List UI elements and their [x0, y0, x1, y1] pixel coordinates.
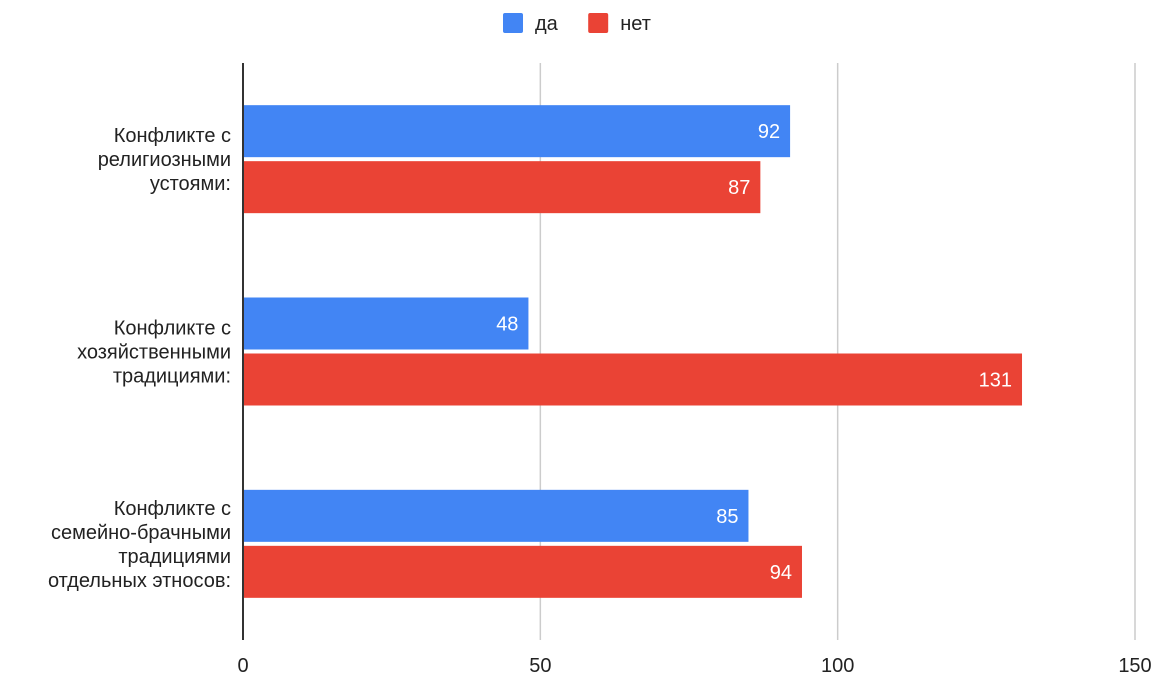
x-tick-label-100: 100	[821, 655, 854, 675]
data-label-нет-0: 87	[728, 177, 750, 199]
bars: 92 87 48 131 85 94	[243, 105, 1023, 598]
legend: да нет	[503, 13, 651, 35]
category-label-1: Конфликте с хозяйственными традициями:	[77, 318, 231, 388]
bar-да-2	[243, 489, 749, 542]
data-label-да-2: 85	[716, 506, 738, 528]
category-label-2: Конфликте с семейно-брачными традициями отд…	[48, 498, 231, 592]
legend-label-да: да	[535, 13, 559, 35]
bar-да-0	[243, 105, 791, 158]
data-label-нет-1: 131	[979, 370, 1012, 392]
axes: 0 50 100 150 Конфликте с религиозными устоями:…	[48, 63, 1152, 675]
category-label-0: Конфликте с религиозными устоями:	[98, 125, 231, 195]
x-tick-label-50: 50	[529, 655, 551, 675]
legend-label-нет: нет	[620, 13, 651, 35]
grid	[539, 63, 1136, 640]
legend-swatch-нет	[588, 13, 609, 33]
bar-нет-1	[243, 353, 1023, 406]
legend-swatch-да	[503, 13, 523, 33]
bar-нет-2	[243, 545, 802, 598]
bar-нет-0	[243, 161, 761, 214]
data-label-нет-2: 94	[770, 562, 792, 584]
bar-да-1	[243, 297, 529, 350]
data-label-да-1: 48	[496, 314, 518, 336]
x-tick-label-0: 0	[237, 655, 248, 675]
data-label-да-0: 92	[758, 121, 780, 143]
x-tick-label-150: 150	[1118, 655, 1151, 675]
